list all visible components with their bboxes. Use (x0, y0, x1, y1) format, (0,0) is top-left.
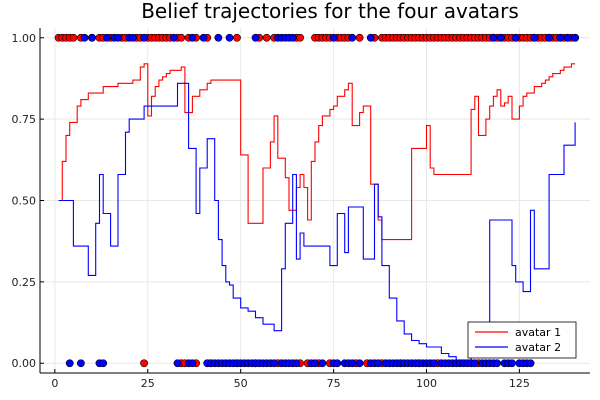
grid (40, 28, 590, 373)
scatter-point (563, 33, 572, 42)
scatter-point (251, 33, 260, 42)
scatter-point (366, 33, 375, 42)
x-tick-label: 50 (234, 377, 248, 390)
scatter-point (493, 359, 501, 368)
x-tick-label: 25 (141, 377, 155, 390)
scatter-point (173, 359, 182, 368)
scatter-point (188, 359, 197, 368)
scatter-point (311, 359, 319, 368)
y-tick-label: 0.25 (12, 276, 37, 289)
series-line-avatar-1 (58, 63, 576, 241)
series-line-avatar-2 (58, 82, 576, 361)
scatter-point (270, 359, 279, 368)
x-tick-label: 75 (327, 377, 341, 390)
scatter-markers (54, 33, 580, 368)
scatter-point (470, 359, 479, 368)
scatter-point (140, 33, 148, 42)
scatter-point (374, 359, 383, 368)
y-tick-label: 0.50 (12, 195, 37, 208)
scatter-point (102, 33, 111, 42)
scatter-point (508, 359, 516, 368)
scatter-point (333, 359, 342, 368)
scatter-point (526, 359, 535, 368)
scatter-point (262, 33, 271, 42)
legend: avatar 1 avatar 2 (467, 321, 577, 359)
scatter-point (571, 33, 580, 42)
scatter-point (556, 33, 565, 42)
scatter-point (65, 359, 74, 368)
legend-label-avatar-2: avatar 2 (515, 341, 561, 354)
scatter-point (225, 33, 234, 42)
scatter-point (129, 33, 137, 42)
scatter-point (169, 33, 178, 42)
scatter-point (292, 359, 301, 368)
scatter-point (355, 33, 364, 42)
scatter-point (76, 359, 85, 368)
series-lines (58, 63, 576, 361)
scatter-point (348, 359, 357, 368)
scatter-point (318, 359, 327, 368)
y-tick-label: 0.75 (12, 113, 37, 126)
x-tick-label: 0 (51, 377, 58, 390)
plot-area (54, 33, 580, 368)
scatter-point (88, 33, 96, 42)
scatter-point (69, 33, 78, 42)
scatter-point (430, 359, 438, 368)
scatter-point (288, 33, 297, 42)
y-tick-label: 0.00 (12, 357, 37, 370)
scatter-point (177, 33, 186, 42)
scatter-point (496, 33, 505, 42)
scatter-point (489, 33, 498, 42)
chart-title: Belief trajectories for the four avatars (141, 0, 519, 23)
x-tick-label: 100 (416, 377, 437, 390)
y-tick-label: 1.00 (12, 32, 37, 45)
scatter-point (329, 33, 338, 42)
scatter-point (296, 33, 305, 42)
scatter-point (140, 359, 148, 368)
scatter-point (214, 33, 223, 42)
scatter-point (99, 359, 108, 368)
scatter-point (530, 33, 539, 42)
scatter-point (233, 33, 241, 42)
scatter-point (188, 33, 197, 42)
scatter-point (348, 33, 357, 42)
axes: 0 25 50 75 100 125 0.00 0.25 0.50 0.75 1.00 (12, 28, 590, 390)
scatter-point (199, 33, 208, 42)
legend-label-avatar-1: avatar 1 (515, 326, 561, 339)
scatter-point (114, 33, 122, 42)
legend-box (467, 321, 577, 359)
scatter-point (545, 33, 554, 42)
scatter-point (355, 359, 364, 368)
scatter-point (511, 33, 520, 42)
x-tick-label: 125 (509, 377, 530, 390)
scatter-point (80, 33, 89, 42)
